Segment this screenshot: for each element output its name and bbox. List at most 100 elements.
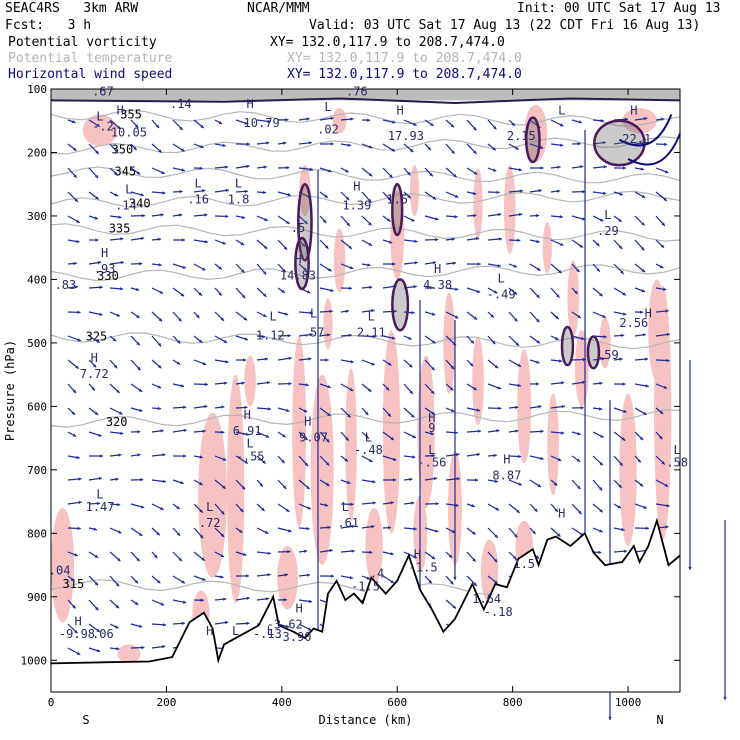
wind-vector-head xyxy=(202,361,207,366)
wind-vector-head xyxy=(99,454,103,458)
wind-vector-head xyxy=(599,292,603,297)
extremum-label: 1.12 xyxy=(256,329,285,343)
extremum-label: H xyxy=(304,414,311,428)
fcst-label: Fcst: 3 h xyxy=(5,18,92,33)
wind-vector-head xyxy=(113,171,118,175)
extremum-label: L xyxy=(497,272,504,286)
wind-vector-head xyxy=(576,458,581,462)
valid-label: Valid: 03 UTC Sat 17 Aug 13 (22 CDT Fri … xyxy=(309,18,701,33)
wind-vector-head xyxy=(393,309,397,314)
wind-vector-head xyxy=(286,408,290,412)
wind-vector-head xyxy=(450,124,454,128)
pv-shade-patch xyxy=(299,165,311,216)
extremum-label: H xyxy=(503,452,510,466)
wind-vector-head xyxy=(157,364,162,369)
wind-vector-head xyxy=(663,197,667,201)
wind-vector-head xyxy=(218,292,222,296)
wind-vector-head xyxy=(473,171,478,175)
wind-vector-head xyxy=(513,291,518,295)
wind-vector-head xyxy=(134,580,138,584)
pv-contour xyxy=(524,116,541,164)
wind-vector-head xyxy=(473,582,477,586)
wind-vector-head xyxy=(118,453,122,457)
wind-vector-head xyxy=(558,269,562,274)
wind-vector-head xyxy=(367,388,372,392)
y-tick-label: 900 xyxy=(27,591,47,604)
wind-vector-head xyxy=(97,261,101,265)
extremum-label: .59 xyxy=(597,348,619,362)
wind-vector-head xyxy=(665,525,669,529)
wind-vector-head xyxy=(411,501,415,505)
y-tick-label: 600 xyxy=(27,400,47,413)
wind-vector-head xyxy=(534,508,538,512)
wind-vector-head xyxy=(580,165,584,169)
wind-vector-head xyxy=(623,409,627,413)
wind-vector-head xyxy=(477,262,481,266)
wind-vector-head xyxy=(95,150,99,154)
wind-vector-head xyxy=(496,190,500,194)
pv-shade-patch xyxy=(517,349,532,464)
wind-vector-head xyxy=(347,143,352,147)
wind-vector-head xyxy=(94,554,99,558)
pv-shade-patch xyxy=(409,165,420,216)
terrain-fill xyxy=(51,520,680,692)
wind-vector-head xyxy=(325,358,329,362)
wind-vector-head xyxy=(176,361,181,365)
extremum-label: -.48 xyxy=(354,443,383,457)
wind-vector-head xyxy=(431,411,435,415)
wind-vector-head xyxy=(225,360,229,364)
wind-vector-head xyxy=(225,214,229,219)
wind-vector-head xyxy=(492,168,497,172)
wind-vector-head xyxy=(661,117,665,121)
wind-vector-head xyxy=(326,482,330,486)
wind-vector-head xyxy=(664,170,669,174)
wind-vector-head xyxy=(473,150,477,154)
wind-vector-head xyxy=(204,213,208,217)
extremum-label: 8.87 xyxy=(492,468,521,482)
extremum-label: L xyxy=(365,430,372,444)
wind-vector-head xyxy=(688,566,692,570)
wind-vector-head xyxy=(497,264,501,268)
wind-vector-head xyxy=(240,242,245,246)
wind-vector-head xyxy=(350,502,354,506)
wind-vector-head xyxy=(559,242,564,246)
wind-vector-head xyxy=(664,142,668,147)
wind-vector-head xyxy=(75,365,79,369)
wind-vector-head xyxy=(599,381,603,385)
wind-vector-head xyxy=(582,380,586,385)
wind-vector-head xyxy=(222,485,226,489)
wind-vector-head xyxy=(245,574,250,578)
wind-vector-head xyxy=(345,169,349,173)
wind-vector-head xyxy=(350,360,354,364)
wind-vector-head xyxy=(180,480,184,485)
wind-vector-head xyxy=(603,335,607,339)
wind-vector-head xyxy=(264,530,269,534)
wind-vector-head xyxy=(413,122,417,126)
pv-contour-layer xyxy=(50,97,681,370)
wind-vector-head xyxy=(330,116,334,121)
wind-vector-head xyxy=(371,309,375,313)
wind-vector-head xyxy=(643,505,647,509)
wind-vector-head xyxy=(427,146,431,151)
wind-vector-head xyxy=(259,483,263,487)
wind-vector-head xyxy=(452,605,457,609)
wind-vector-head xyxy=(582,190,586,194)
wind-vector-head xyxy=(345,196,350,201)
wind-vector-head xyxy=(157,385,162,389)
wind-vector-head xyxy=(408,364,413,368)
wind-vector-head xyxy=(200,145,204,149)
wind-vector-head xyxy=(641,289,646,293)
wind-vector-head xyxy=(198,292,202,296)
wind-vector-head xyxy=(435,237,439,242)
wind-vector-head xyxy=(162,479,166,484)
pv-shade-patch xyxy=(82,114,118,147)
wind-vector-head xyxy=(262,190,267,195)
wind-vector-head xyxy=(451,408,455,412)
wind-vector-head xyxy=(181,148,185,152)
wind-vector-head xyxy=(139,408,143,412)
x-tick-label: 200 xyxy=(156,696,176,709)
theta-contour-label: 340 xyxy=(129,196,151,210)
pv-shade-patch xyxy=(472,336,484,426)
wind-vector-head xyxy=(518,212,523,217)
wind-vector-head xyxy=(602,314,606,318)
